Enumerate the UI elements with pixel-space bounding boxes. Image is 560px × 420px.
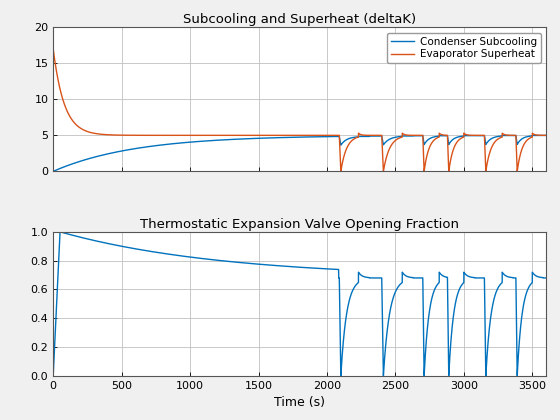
Evaporator Superheat <box>283 133 290 138</box>
Evaporator Superheat <box>366 133 373 138</box>
Condenser Subcooling <box>403 134 409 139</box>
Evaporator Superheat <box>172 133 179 138</box>
Evaporator Superheat <box>403 132 409 137</box>
Condenser Subcooling <box>543 133 549 138</box>
Evaporator Superheat <box>543 133 549 138</box>
Evaporator Superheat <box>50 46 57 51</box>
Line: Evaporator Superheat: Evaporator Superheat <box>53 49 546 171</box>
Condenser Subcooling <box>50 169 57 174</box>
Condenser Subcooling <box>348 135 354 140</box>
Evaporator Superheat <box>483 169 489 174</box>
Condenser Subcooling <box>366 134 373 139</box>
Legend: Condenser Subcooling, Evaporator Superheat: Condenser Subcooling, Evaporator Superhe… <box>387 32 541 63</box>
Evaporator Superheat <box>511 133 517 138</box>
Evaporator Superheat <box>348 139 354 144</box>
Condenser Subcooling <box>511 133 517 138</box>
Title: Thermostatic Expansion Valve Opening Fraction: Thermostatic Expansion Valve Opening Fra… <box>140 218 459 231</box>
Condenser Subcooling <box>172 141 179 146</box>
X-axis label: Time (s): Time (s) <box>274 396 325 410</box>
Condenser Subcooling <box>283 135 290 140</box>
Title: Subcooling and Superheat (deltaK): Subcooling and Superheat (deltaK) <box>183 13 416 26</box>
Line: Condenser Subcooling: Condenser Subcooling <box>53 135 546 171</box>
